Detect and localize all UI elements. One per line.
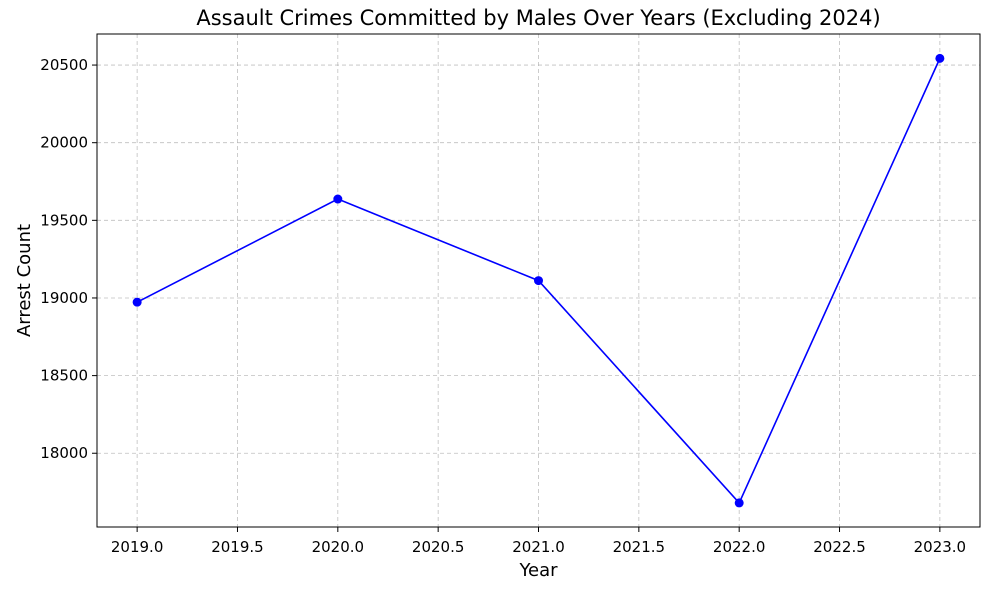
y-tick-label: 18500 <box>40 367 88 385</box>
data-point <box>534 276 543 286</box>
x-axis-title: Year <box>518 560 558 581</box>
data-point <box>333 194 343 204</box>
x-tick-label: 2020.0 <box>312 538 365 556</box>
chart-title: Assault Crimes Committed by Males Over Y… <box>196 6 880 30</box>
plot-area-frame <box>96 33 981 528</box>
x-tick-label: 2019.5 <box>211 538 264 556</box>
y-tick-label: 18000 <box>40 444 88 462</box>
y-tick-label: 19000 <box>40 289 88 307</box>
x-tick-label: 2019.0 <box>111 538 164 556</box>
x-tick-label: 2021.0 <box>512 538 565 556</box>
x-tick-label: 2022.5 <box>813 538 866 556</box>
data-point <box>132 297 142 307</box>
x-tick-label: 2023.0 <box>914 538 967 556</box>
data-point <box>935 53 945 63</box>
axis-ticks: 2019.0 2019.5 2020.0 2020.5 2021.0 2021.5 2022… <box>40 56 966 556</box>
y-tick-label: 20000 <box>40 134 88 152</box>
y-tick-label: 20500 <box>40 56 88 74</box>
x-tick-label: 2021.5 <box>613 538 666 556</box>
x-tick-label: 2022.0 <box>713 538 766 556</box>
data-point <box>734 498 744 508</box>
y-axis-title: Arrest Count <box>14 224 35 337</box>
x-tick-label: 2020.5 <box>412 538 465 556</box>
series-layer <box>132 53 945 508</box>
y-tick-label: 19500 <box>40 211 88 229</box>
